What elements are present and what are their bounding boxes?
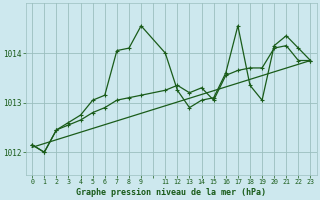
X-axis label: Graphe pression niveau de la mer (hPa): Graphe pression niveau de la mer (hPa) [76,188,266,197]
